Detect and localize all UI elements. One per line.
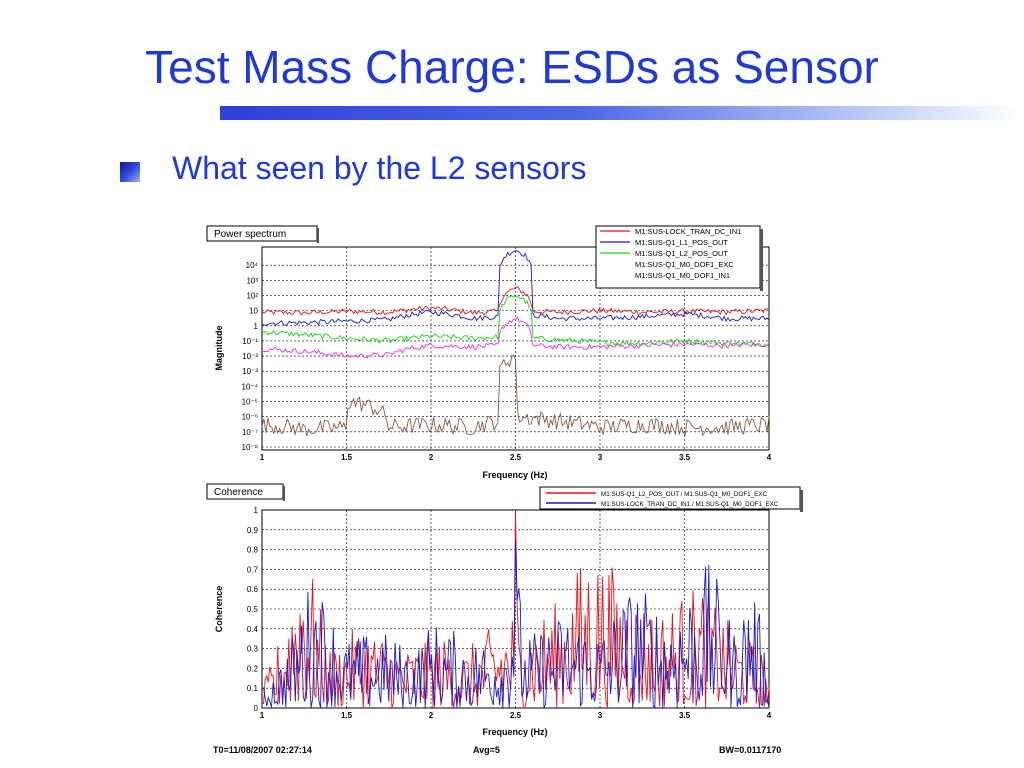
- ps-y-tick-label: 10⁻³: [242, 367, 258, 376]
- ps-y-tick-label: 10²: [246, 291, 258, 300]
- ps-legend-entry: M1:SUS-Q1_M0_DOF1_IN1: [635, 271, 730, 280]
- coh-legend-entry: M1:SUS-LOCK_TRAN_DC_IN1 / M1:SUS-Q1_M0_D…: [601, 501, 779, 508]
- ps-y-tick-label: 10⁻⁵: [242, 398, 258, 407]
- coh-label-shadow: [283, 486, 285, 501]
- coh-y-tick-label: 0.1: [247, 684, 259, 693]
- ps-y-tick-label: 10⁻⁶: [242, 413, 258, 422]
- ps-y-ticks: 10⁻⁸ 10⁻⁷ 10⁻⁶ 10⁻⁵ 10⁻⁴ 10⁻³ 10⁻² 10⁻¹ 1 10 10² 10…: [241, 261, 258, 452]
- coh-y-tick-label: 0.8: [247, 546, 259, 555]
- ps-legend: M1:SUS-LOCK_TRAN_DC_IN1 M1:SUS-Q1_L1_POS_…: [600, 227, 741, 280]
- coh-x-tick-label: 1: [260, 711, 265, 720]
- ps-legend-entry: M1:SUS-Q1_M0_DOF1_EXC: [635, 260, 734, 269]
- ps-y-tick-label: 10⁻²: [242, 352, 258, 361]
- slide-title: Test Mass Charge: ESDs as Sensor: [145, 41, 879, 93]
- ps-x-tick-label: 3.5: [679, 453, 691, 462]
- ps-x-tick-label: 2.5: [510, 453, 522, 462]
- coherence-panel: Coherence 0 0.1 0.2 0.3 0.4 0.5 0.6 0.7 0.8 0.9 1 …: [206, 483, 803, 737]
- coh-y-tick-label: 0.3: [247, 645, 259, 654]
- ps-x-tick-label: 3: [598, 453, 603, 462]
- coh-x-tick-label: 3.5: [679, 711, 691, 720]
- coh-y-tick-label: 0.7: [247, 565, 259, 574]
- ps-y-tick-label: 10: [249, 307, 258, 316]
- coh-y-tick-label: 0.6: [247, 585, 259, 594]
- coh-panel-label: Coherence: [214, 487, 263, 498]
- ps-y-tick-label: 10⁻⁴: [241, 382, 258, 391]
- ps-panel-label: Power spectrum: [214, 229, 286, 240]
- coh-y-axis-label: Coherence: [214, 586, 224, 633]
- ps-series: [261, 250, 770, 437]
- footer-bw: BW=0.0117170: [719, 745, 781, 755]
- ps-series-line: [261, 354, 770, 437]
- coh-x-ticks: 1 1.5 2 2.5 3 3.5 4: [260, 711, 772, 720]
- coh-x-tick-label: 3: [598, 711, 603, 720]
- coh-y-tick-label: 0.4: [247, 625, 259, 634]
- ps-legend-entry: M1:SUS-LOCK_TRAN_DC_IN1: [635, 227, 741, 236]
- ps-label-shadow: [317, 228, 319, 243]
- ps-y-tick-label: 10³: [246, 276, 258, 285]
- coh-y-tick-label: 1: [254, 506, 259, 515]
- coh-legend: M1:SUS-Q1_L2_POS_OUT / M1:SUS-Q1_M0_DOF1…: [546, 491, 779, 508]
- coh-y-tick-label: 0: [254, 704, 259, 713]
- ps-y-tick-label: 10⁴: [246, 261, 259, 270]
- ps-x-axis-label: Frequency (Hz): [482, 470, 547, 480]
- coh-x-tick-label: 1.5: [341, 711, 353, 720]
- bullet-text: What seen by the L2 sensors: [172, 150, 587, 186]
- title-underline: [220, 106, 1020, 120]
- coh-series-line: [261, 539, 770, 709]
- coh-y-tick-label: 0.5: [247, 605, 259, 614]
- power-spectrum-panel: Power spectrum 10⁻⁸10⁻⁷10⁻⁶10⁻⁵10⁻⁴10⁻³1…: [206, 225, 772, 480]
- ps-legend-shadow: [760, 229, 763, 291]
- ps-x-ticks: 1 1.5 2 2.5 3 3.5 4: [260, 453, 772, 462]
- coh-x-tick-label: 4: [767, 711, 772, 720]
- ps-y-tick-label: 1: [254, 322, 259, 331]
- ps-x-tick-label: 2: [429, 453, 434, 462]
- ps-grid: [261, 247, 770, 450]
- ps-x-tick-label: 1: [260, 453, 265, 462]
- coh-x-axis-label: Frequency (Hz): [482, 727, 547, 737]
- ps-series-line: [261, 295, 770, 348]
- coh-legend-entry: M1:SUS-Q1_L2_POS_OUT / M1:SUS-Q1_M0_DOF1…: [601, 491, 768, 498]
- coh-x-tick-label: 2.5: [510, 711, 522, 720]
- ps-legend-entry: M1:SUS-Q1_L2_POS_OUT: [635, 249, 728, 258]
- ps-series-line: [262, 316, 770, 359]
- ps-x-tick-label: 1.5: [341, 453, 353, 462]
- coh-x-tick-label: 2: [429, 711, 434, 720]
- footer-t0: T0=11/08/2007 02:27:14: [213, 745, 312, 755]
- ps-y-tick-label: 10⁻¹: [242, 337, 258, 346]
- ps-y-tick-label: 10⁻⁸: [242, 443, 259, 452]
- ps-y-axis-label: Magnitude: [214, 326, 224, 371]
- coh-y-ticks: 0 0.1 0.2 0.3 0.4 0.5 0.6 0.7 0.8 0.9 1: [247, 506, 259, 713]
- ps-series-line: [261, 250, 770, 326]
- coh-series-line: [261, 509, 770, 709]
- ps-x-tick-label: 4: [767, 453, 772, 462]
- coh-series: [261, 509, 770, 709]
- ps-legend-entry: M1:SUS-Q1_L1_POS_OUT: [635, 238, 728, 247]
- coh-legend-shadow: [800, 490, 803, 512]
- coh-y-tick-label: 0.9: [247, 526, 259, 535]
- bullet-square-icon: [120, 162, 140, 182]
- ps-y-tick-label: 10⁻⁷: [242, 428, 258, 437]
- footer-avg: Avg=5: [473, 745, 500, 755]
- coh-y-tick-label: 0.2: [247, 664, 259, 673]
